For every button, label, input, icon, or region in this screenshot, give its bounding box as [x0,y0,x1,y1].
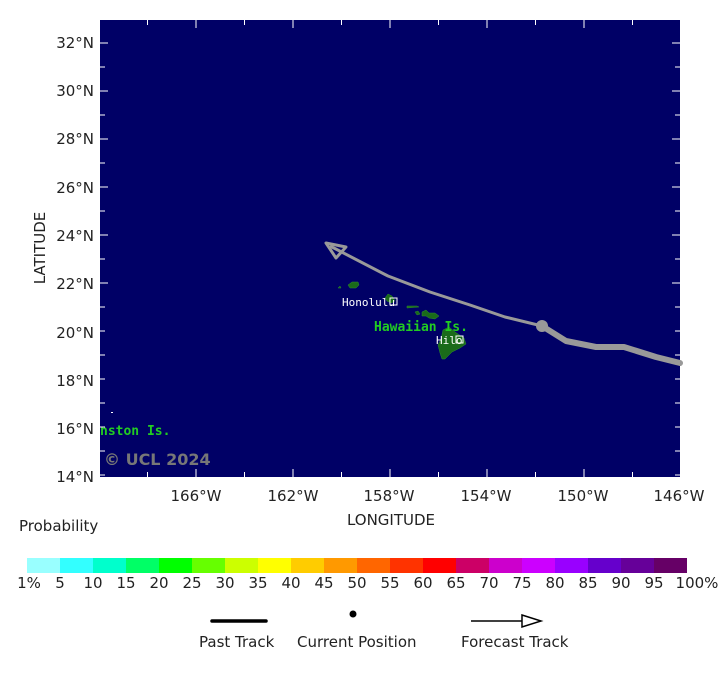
x-tick-label: 154°W [461,487,512,505]
x-tick-label: 166°W [171,487,222,505]
x-axis-title: LONGITUDE [347,511,435,529]
colorbar-label: 60 [413,574,433,592]
x-tick-label: 158°W [364,487,415,505]
colorbar-swatch [489,558,522,573]
place-label: Hawaiian Is. [374,320,468,335]
place-label: Honolulu [342,296,395,309]
colorbar-swatch [423,558,456,573]
colorbar-label: 45 [314,574,334,592]
colorbar-swatch [522,558,555,573]
colorbar-end-label: 100% [675,574,719,592]
forecast-arrowhead-icon [324,241,348,260]
colorbar-swatch [126,558,159,573]
x-tick-label: 150°W [558,487,609,505]
legend-title: Probability [19,517,99,535]
honolulu-marker-icon [389,297,398,306]
colorbar-swatch [258,558,291,573]
place-label: nston Is. [100,424,170,439]
colorbar-label: 55 [380,574,400,592]
y-tick-label: 16°N [56,420,94,438]
island-maui [421,309,440,320]
colorbar-swatch [357,558,390,573]
legend-past-track-label: Past Track [199,633,275,651]
colorbar-swatch [27,558,60,573]
colorbar-label: 35 [248,574,268,592]
y-tick-label: 20°N [56,324,94,342]
forecast-track-key-arrow-icon [521,613,544,629]
colorbar-label: 10 [83,574,103,592]
island-molokai [406,305,420,309]
y-tick-label: 30°N [56,82,94,100]
colorbar-label: 80 [545,574,565,592]
colorbar-swatch [324,558,357,573]
y-tick-label: 14°N [56,468,94,486]
colorbar-swatch [291,558,324,573]
island-hawaii [437,326,467,360]
colorbar-label: 20 [149,574,169,592]
colorbar-label: 5 [55,574,65,592]
colorbar-label: 95 [644,574,664,592]
colorbar-label: 85 [578,574,598,592]
past-track-line [539,323,683,366]
y-tick-label: 26°N [56,179,94,197]
colorbar-label: 40 [281,574,301,592]
colorbar-swatch [654,558,687,573]
y-tick-label: 24°N [56,227,94,245]
colorbar-label: 30 [215,574,235,592]
probability-colorbar [27,558,687,573]
y-tick-label: 28°N [56,130,94,148]
place-label: Hilo [436,334,463,347]
legend-key-symbols [210,610,544,629]
colorbar-label: 25 [182,574,202,592]
colorbar-label: 75 [512,574,532,592]
colorbar-swatch [60,558,93,573]
colorbar-label: 1% [17,574,41,592]
island-johnston [111,412,113,413]
y-tick-label: 18°N [56,372,94,390]
colorbar-swatch [159,558,192,573]
current-position-key-icon [349,610,357,618]
colorbar-label: 70 [479,574,499,592]
colorbar-swatch [588,558,621,573]
y-axis-title: LATITUDE [31,212,49,285]
colorbar-labels: 1% 5 10 15 20 25 30 35 40 45 50 55 60 65 70 75 80 85 90 95 1… [0,574,720,596]
y-tick-label: 32°N [56,34,94,52]
y-axis-ticks: 32°N 30°N 28°N 26°N 24°N 22°N 20°N 18°N 16°N 14°N [56,34,680,486]
colorbar-swatch [225,558,258,573]
colorbar-swatch [390,558,423,573]
colorbar-label: 50 [347,574,367,592]
x-tick-label: 162°W [268,487,319,505]
current-position-marker [536,320,548,332]
island-kauai [347,281,360,289]
y-tick-label: 22°N [56,275,94,293]
hilo-marker-icon [455,335,464,344]
x-tick-label: 146°W [654,487,705,505]
colorbar-label: 90 [611,574,631,592]
x-axis-ticks: 166°W 162°W 158°W 154°W 150°W 146°W [147,20,705,505]
colorbar-swatch [93,558,126,573]
forecast-track-line [329,244,543,328]
colorbar-swatch [456,558,489,573]
colorbar-label: 15 [116,574,136,592]
legend-current-position-label: Current Position [297,633,417,651]
colorbar-swatch [192,558,225,573]
ocean-background [100,20,680,477]
island-lanai [414,310,421,316]
legend-forecast-track-label: Forecast Track [461,633,569,651]
colorbar-label: 65 [446,574,466,592]
watermark-text: © UCL 2024 [104,450,211,469]
colorbar-swatch [555,558,588,573]
island-niihau [337,285,342,289]
hawaiian-islands [111,281,467,413]
colorbar-swatch [621,558,654,573]
